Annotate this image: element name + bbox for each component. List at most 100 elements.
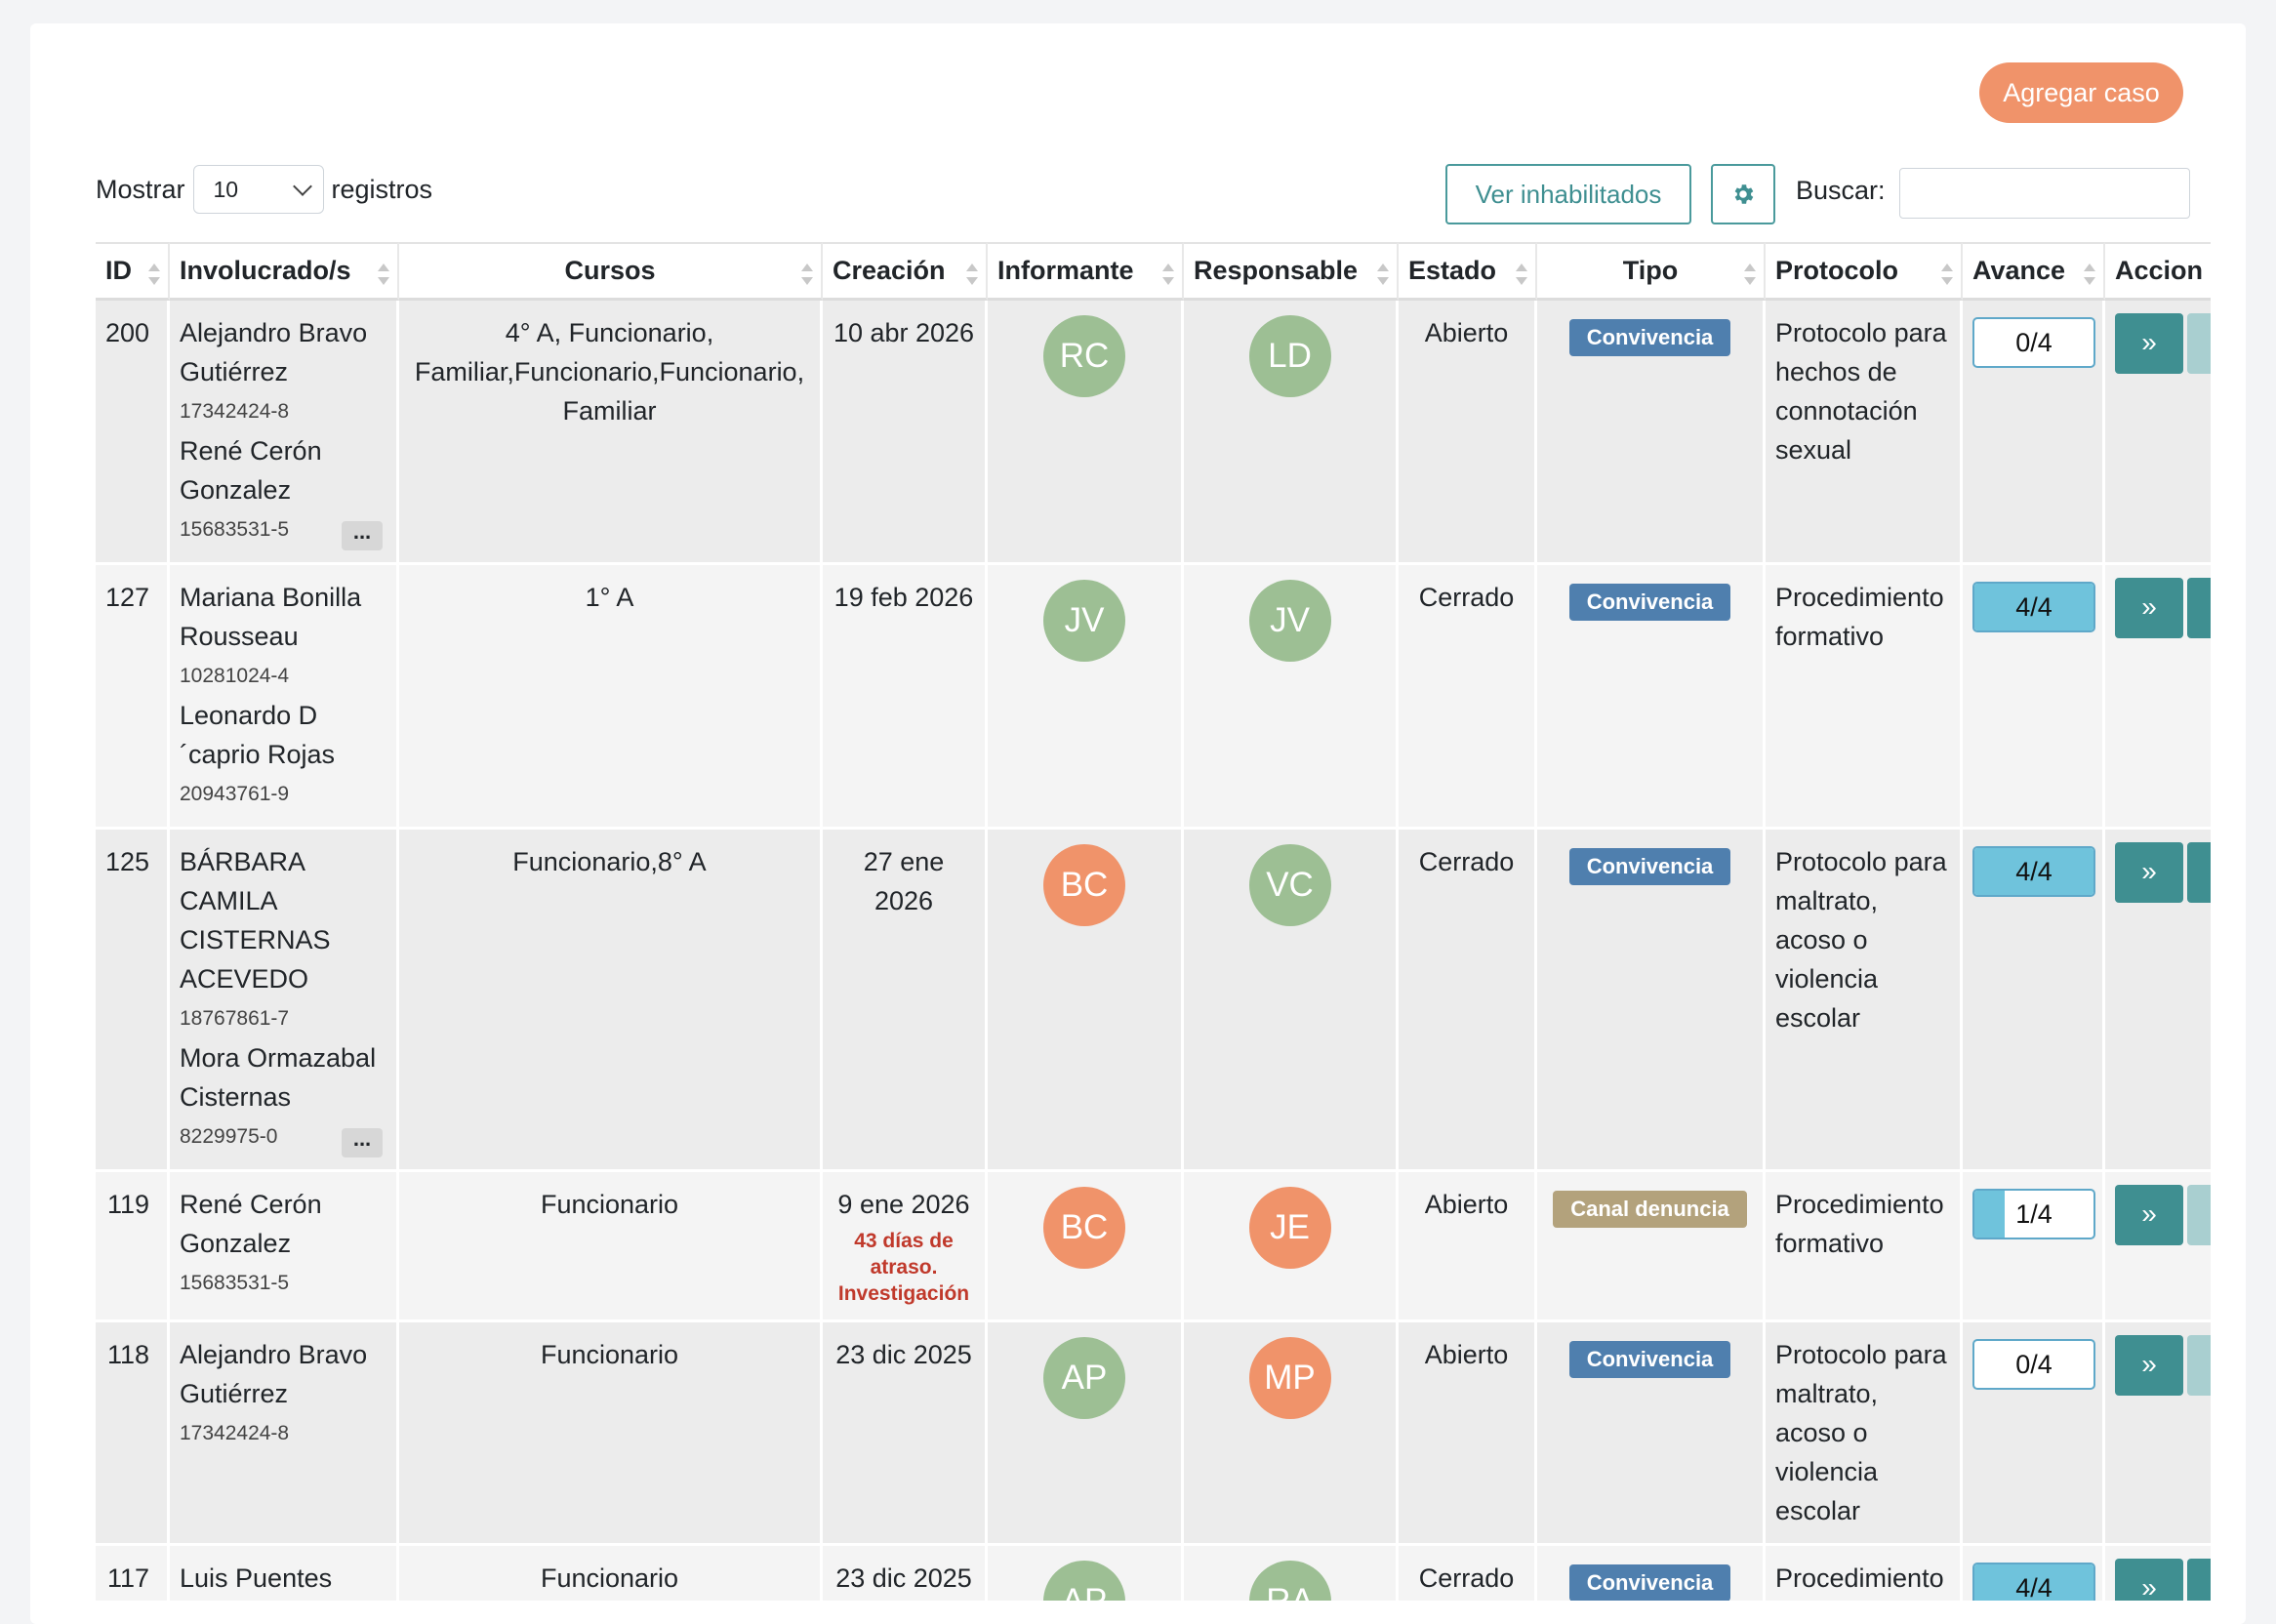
table-row[interactable]: 119 René Cerón Gonzalez 15683531-5 Funciona… [96,1172,2211,1322]
sort-icon [1941,264,1953,285]
protocol-cell: Procedimiento formativo [1766,565,1963,830]
courses-cell: Funcionario [399,1172,823,1322]
settings-button[interactable] [1711,164,1775,224]
secondary-action-button[interactable] [2187,1185,2211,1245]
progress-text: 1/4 [2015,1199,2052,1229]
progress-text: 4/4 [2015,592,2052,622]
created-cell: 19 feb 2026 [823,565,988,830]
actions-cell: » [2105,830,2211,1172]
status-cell: Abierto [1399,1322,1537,1546]
col-protocolo[interactable]: Protocolo [1766,242,1963,301]
open-case-button[interactable]: » [2115,578,2183,638]
open-case-button[interactable]: » [2115,1559,2183,1601]
progress-text: 0/4 [2015,1350,2052,1379]
status-cell: Cerrado [1399,565,1537,830]
col-involucrados[interactable]: Involucrado/s [170,242,399,301]
open-case-button[interactable]: » [2115,313,2183,374]
informant-cell: JV [988,565,1184,830]
secondary-action-button[interactable] [2187,313,2211,374]
table-row[interactable]: 118 Alejandro Bravo Gutiérrez 17342424-8 Fu… [96,1322,2211,1546]
progress-fill [1974,848,2093,895]
col-id[interactable]: ID [96,242,170,301]
table-row[interactable]: 127 Mariana Bonilla Rousseau 10281024-4 Leo… [96,565,2211,830]
case-id: 117 [96,1546,170,1601]
involved-name: Leonardo D ´caprio Rojas [180,701,336,769]
type-badge: Convivencia [1568,1564,1731,1601]
col-tipo-label: Tipo [1622,256,1679,285]
col-informante[interactable]: Informante [988,242,1184,301]
progress-bar: 0/4 [1972,1339,2095,1390]
table-row[interactable]: 200 Alejandro Bravo Gutiérrez 17342424-8 Re… [96,301,2211,565]
table-row[interactable]: 125 BÁRBARA CAMILA CISTERNAS ACEVEDO 18767… [96,830,2211,1172]
page-size-select[interactable]: 10 [192,165,324,214]
type-cell: Convivencia [1537,830,1766,1172]
involved-cell: Luis Puentes Puentes [170,1546,399,1601]
secondary-action-button[interactable] [2187,1335,2211,1396]
cases-table: ID Involucrado/s Cursos Creación Informa… [96,242,2211,1601]
case-id: 125 [96,830,170,1172]
responsible-cell: JE [1184,1172,1399,1322]
sort-icon [801,264,813,285]
late-warning: 43 días de atraso. Investigación [837,1230,970,1305]
header-row: ID Involucrado/s Cursos Creación Informa… [96,242,2211,301]
involved-cell: Alejandro Bravo Gutiérrez 17342424-8 René … [170,301,399,565]
progress-fill [1974,1191,2005,1238]
page-size-value: 10 [213,176,239,202]
involved-name: René Cerón Gonzalez [180,436,322,505]
search-input[interactable] [1899,168,2190,219]
sort-icon [148,264,160,285]
progress-cell: 4/4 [1963,565,2105,830]
progress-cell: 0/4 [1963,301,2105,565]
secondary-action-button[interactable] [2187,578,2211,638]
col-avance[interactable]: Avance [1963,242,2105,301]
col-protocolo-label: Protocolo [1775,256,1898,285]
table-row[interactable]: 117 Luis Puentes Puentes Funcionario 23 dic… [96,1546,2211,1601]
courses-cell: 1° A [399,565,823,830]
informant-avatar: AP [1043,1561,1125,1601]
responsible-avatar: MP [1248,1337,1331,1419]
actions-cell: » [2105,1172,2211,1322]
involved-rut: 17342424-8 [180,1422,290,1444]
type-cell: Convivencia [1537,565,1766,830]
status-cell: Cerrado [1399,1546,1537,1601]
responsible-cell: MP [1184,1322,1399,1546]
open-case-button[interactable]: » [2115,1335,2183,1396]
created-date: 23 dic 2025 [835,1340,972,1369]
col-estado[interactable]: Estado [1399,242,1537,301]
involved-rut: 15683531-5 [180,518,290,541]
type-badge: Convivencia [1568,1341,1731,1378]
actions-cell: » [2105,565,2211,830]
more-involved-button[interactable]: ... [342,1128,383,1157]
created-cell: 10 abr 2026 [823,301,988,565]
col-tipo[interactable]: Tipo [1537,242,1766,301]
col-responsable[interactable]: Responsable [1184,242,1399,301]
ver-inhabilitados-button[interactable]: Ver inhabilitados [1445,164,1691,224]
col-cursos[interactable]: Cursos [399,242,823,301]
col-creacion[interactable]: Creación [823,242,988,301]
involved-rut: 15683531-5 [180,1272,290,1294]
informant-avatar: AP [1043,1337,1125,1419]
secondary-action-button[interactable] [2187,1559,2211,1601]
sort-icon [1744,264,1756,285]
open-case-button[interactable]: » [2115,842,2183,903]
involved-cell: BÁRBARA CAMILA CISTERNAS ACEVEDO 18767861… [170,830,399,1172]
involved-rut: 17342424-8 [180,400,290,423]
sort-icon [1377,264,1389,285]
responsible-avatar: VC [1248,844,1331,926]
informant-avatar: JV [1043,580,1125,662]
add-case-button[interactable]: Agregar caso [1979,62,2183,123]
status-cell: Abierto [1399,301,1537,565]
progress-cell: 4/4 [1963,830,2105,1172]
sort-icon [1162,264,1174,285]
involved-rut: 8229975-0 [180,1125,278,1148]
progress-fill [1974,584,2093,630]
informant-cell: RC [988,301,1184,565]
informant-avatar: BC [1043,1187,1125,1269]
col-cursos-label: Cursos [564,256,656,285]
more-involved-button[interactable]: ... [342,521,383,550]
table-body: 200 Alejandro Bravo Gutiérrez 17342424-8 Re… [96,301,2211,1601]
search-label: Buscar: [1796,176,1886,205]
col-involucrados-label: Involucrado/s [180,256,351,285]
open-case-button[interactable]: » [2115,1185,2183,1245]
secondary-action-button[interactable] [2187,842,2211,903]
